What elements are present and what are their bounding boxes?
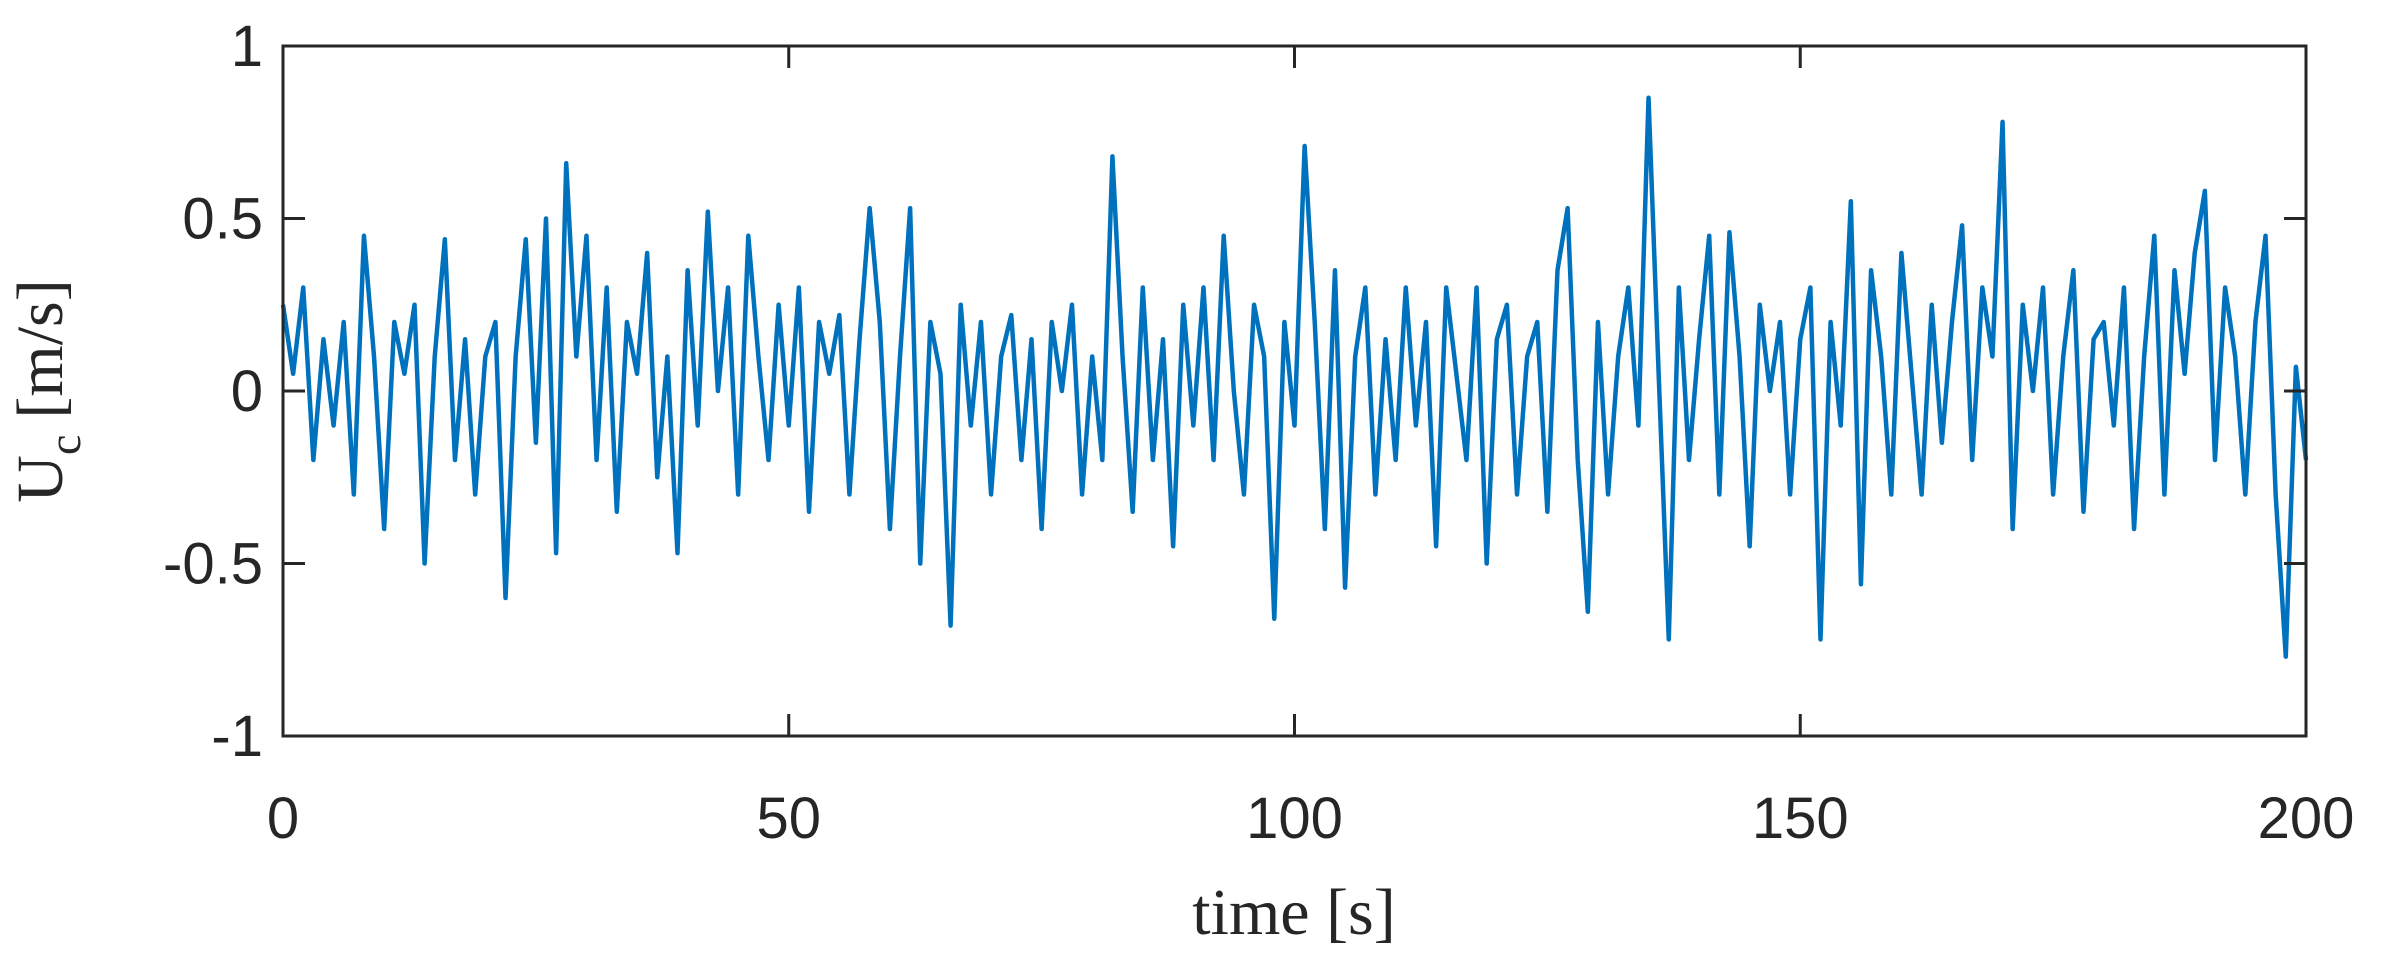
y-label-sub: c	[39, 435, 90, 455]
x-tick-label: 100	[1246, 786, 1343, 851]
y-label-main: U	[4, 455, 77, 503]
y-tick-label: -1	[211, 704, 263, 769]
x-tick-label: 200	[2258, 786, 2355, 851]
y-tick-label: 1	[231, 14, 263, 79]
x-tick-label: 150	[1752, 786, 1849, 851]
x-tick-label: 50	[756, 786, 821, 851]
y-tick-label: 0.5	[182, 187, 263, 252]
data-line	[280, 95, 2309, 659]
x-tick-label: 0	[267, 786, 299, 851]
y-label-unit: [m/s]	[4, 279, 77, 418]
x-axis-label: time [s]	[1192, 876, 1395, 949]
y-tick-label: 0	[231, 359, 263, 424]
y-tick-label: -0.5	[163, 532, 263, 597]
y-axis-label: Uc [m/s]	[4, 279, 90, 502]
